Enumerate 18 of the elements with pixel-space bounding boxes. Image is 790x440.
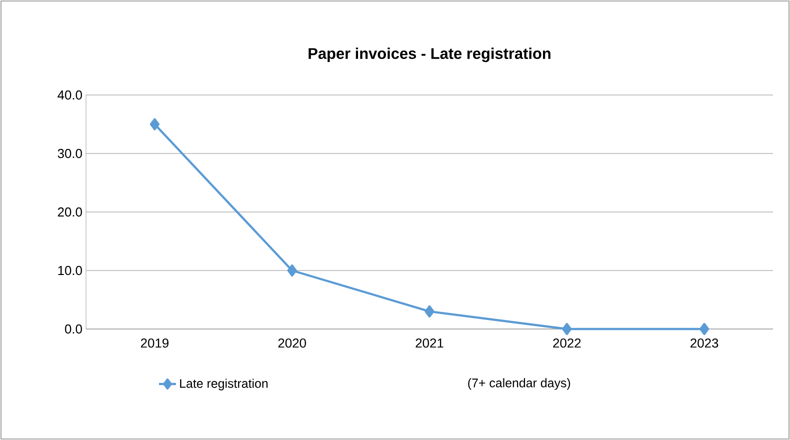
chart-title: Paper invoices - Late registration: [308, 48, 550, 62]
y-tick-label: 40.0: [58, 90, 82, 100]
point: [287, 264, 297, 277]
y-tick-label: 20.0: [58, 207, 82, 217]
y-tick-label: 10.0: [58, 266, 82, 276]
x-tick-label: 2023: [690, 338, 718, 348]
x-tick-label: 2019: [140, 338, 168, 348]
y-tick-label: 30.0: [58, 148, 82, 158]
point: [562, 322, 572, 336]
y-tick-label: 0.0: [64, 324, 82, 334]
point: [424, 305, 434, 318]
x-tick-label: 2020: [278, 338, 306, 348]
text: (7+ calendar days): [468, 378, 570, 390]
x-tick-label: 2021: [416, 338, 444, 348]
legend-label: Late registration: [180, 378, 268, 390]
point: [699, 322, 710, 336]
point: [150, 118, 160, 130]
x-tick-label: 2022: [553, 338, 581, 348]
